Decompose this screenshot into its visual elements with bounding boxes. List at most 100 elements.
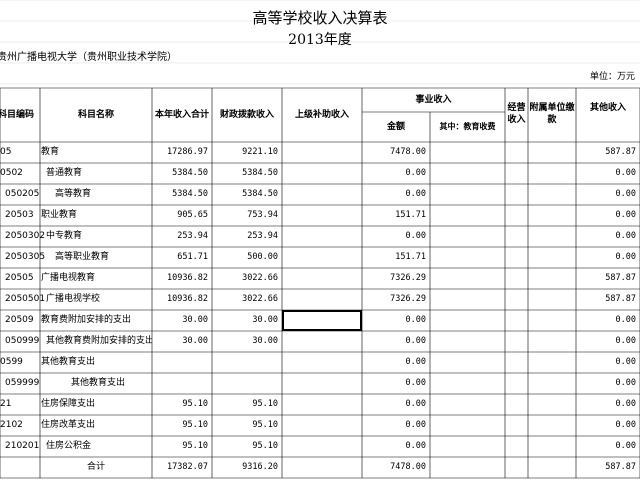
cell: 0.00 bbox=[405, 441, 426, 451]
cell: 经营收入 bbox=[507, 103, 526, 125]
cell: 金额 bbox=[386, 122, 405, 132]
selected-cell[interactable] bbox=[282, 310, 362, 331]
cell: 中专教育 bbox=[46, 231, 83, 241]
cell: 0.00 bbox=[405, 168, 426, 178]
cell: 附属单位缴款 bbox=[529, 103, 575, 125]
cell: 651.71 bbox=[177, 252, 208, 262]
cell: 587.87 bbox=[605, 462, 636, 472]
table-title: 高等学校收入决算表 bbox=[252, 9, 388, 27]
cell: 151.71 bbox=[395, 252, 426, 262]
cell: 3022.66 bbox=[242, 273, 278, 283]
cell: 0.00 bbox=[405, 378, 426, 388]
cell: 587.87 bbox=[605, 294, 636, 304]
cell: 其中：教育收费 bbox=[439, 122, 496, 131]
cell: 30.00 bbox=[182, 315, 208, 325]
unit: 单位：万元 bbox=[589, 72, 635, 82]
cell: 事业收入 bbox=[415, 95, 452, 105]
cell: 职业教育 bbox=[41, 210, 78, 220]
cell: 0.00 bbox=[615, 378, 636, 388]
cell: 0599 bbox=[0, 357, 23, 367]
cell: 0.00 bbox=[615, 189, 636, 199]
cell: 科目名称 bbox=[77, 110, 114, 120]
cell: 20503 bbox=[5, 210, 34, 220]
cell: 9316.20 bbox=[242, 462, 278, 472]
cell: 其他收入 bbox=[589, 103, 626, 113]
cell: 210201 bbox=[5, 441, 40, 451]
cell: 5384.50 bbox=[172, 189, 208, 199]
cell: 0.00 bbox=[405, 420, 426, 430]
cell: 其他教育支出 bbox=[71, 378, 126, 388]
cell: 95.10 bbox=[252, 399, 278, 409]
cell: 3022.66 bbox=[242, 294, 278, 304]
cell: 059999 bbox=[5, 378, 40, 388]
cell: 0.00 bbox=[615, 357, 636, 367]
cell: 905.65 bbox=[177, 210, 208, 220]
cell: 广播电视教育 bbox=[41, 273, 96, 283]
cell: 7326.29 bbox=[390, 273, 426, 283]
cell: 高等职业教育 bbox=[55, 252, 110, 262]
cell: 0.00 bbox=[615, 420, 636, 430]
cell: 2102 bbox=[0, 420, 23, 430]
cell: 住房改革支出 bbox=[41, 420, 96, 430]
cell: 教育费附加安排的支出 bbox=[41, 315, 132, 325]
cell: 0.00 bbox=[405, 189, 426, 199]
cell: 财政拨款收入 bbox=[219, 110, 274, 120]
cell: 17286.97 bbox=[167, 147, 208, 157]
cell: 2050302 bbox=[5, 231, 45, 241]
cell: 5384.50 bbox=[242, 189, 278, 199]
cell: 广播电视学校 bbox=[46, 294, 101, 304]
cell: 0.00 bbox=[405, 231, 426, 241]
cell: 2050305 bbox=[5, 252, 45, 262]
cell: 上级补助收入 bbox=[294, 110, 349, 120]
cell: 5384.50 bbox=[172, 168, 208, 178]
unit-name: 贵州广播电视大学（贵州职业技术学院） bbox=[0, 52, 177, 63]
cell: 30.00 bbox=[182, 336, 208, 346]
cell: 0.00 bbox=[615, 231, 636, 241]
cell: 0.00 bbox=[405, 357, 426, 367]
cell: 其他教育费附加安排的支出 bbox=[46, 336, 152, 346]
cell: 7326.29 bbox=[390, 294, 426, 304]
cell: 10936.82 bbox=[167, 273, 208, 283]
year: 2013年度 bbox=[288, 32, 352, 48]
cell: 050999 bbox=[5, 336, 40, 346]
cell: 0.00 bbox=[405, 315, 426, 325]
cell: 500.00 bbox=[247, 252, 278, 262]
cell: 9221.10 bbox=[242, 147, 278, 157]
cell: 151.71 bbox=[395, 210, 426, 220]
cell: 合计 bbox=[86, 462, 105, 472]
cell: 253.94 bbox=[177, 231, 208, 241]
cell: 0.00 bbox=[615, 336, 636, 346]
cell: 本年收入合计 bbox=[154, 110, 209, 120]
cell: 587.87 bbox=[605, 273, 636, 283]
cell: 050205 bbox=[5, 189, 40, 199]
cell: 95.10 bbox=[252, 441, 278, 451]
cell: 住房保障支出 bbox=[41, 399, 96, 409]
cell: 0.00 bbox=[615, 168, 636, 178]
cell: 7478.00 bbox=[390, 147, 426, 157]
cell: 05 bbox=[0, 147, 12, 157]
cell: 10936.82 bbox=[167, 294, 208, 304]
cell: 95.10 bbox=[182, 420, 208, 430]
cell: 教育 bbox=[41, 147, 60, 157]
cell: 0502 bbox=[0, 168, 23, 178]
cell: 0.00 bbox=[615, 210, 636, 220]
cell: 17382.07 bbox=[167, 462, 208, 472]
cell: 5384.50 bbox=[242, 168, 278, 178]
cell: 0.00 bbox=[615, 252, 636, 262]
cell: 科目编码 bbox=[0, 110, 34, 120]
cell: 高等教育 bbox=[55, 189, 92, 199]
cell: 其他教育支出 bbox=[41, 357, 96, 367]
cell: 0.00 bbox=[615, 399, 636, 409]
cell: 2050501 bbox=[5, 294, 45, 304]
cell: 普通教育 bbox=[46, 168, 83, 178]
cell: 95.10 bbox=[252, 420, 278, 430]
cell: 20509 bbox=[5, 315, 34, 325]
cell: 7478.00 bbox=[390, 462, 426, 472]
cell: 95.10 bbox=[182, 399, 208, 409]
cell: 587.87 bbox=[605, 147, 636, 157]
cell: 20505 bbox=[5, 273, 34, 283]
cell: 住房公积金 bbox=[46, 441, 92, 451]
cell: 0.00 bbox=[405, 399, 426, 409]
